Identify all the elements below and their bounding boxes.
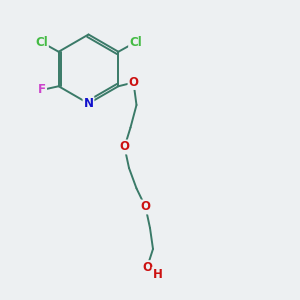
Text: O: O (142, 261, 152, 274)
Text: O: O (119, 140, 130, 154)
Text: N: N (83, 97, 94, 110)
Text: Cl: Cl (129, 36, 142, 49)
Text: Cl: Cl (35, 36, 48, 49)
Text: F: F (38, 83, 46, 96)
Text: O: O (140, 200, 151, 214)
Text: H: H (153, 268, 162, 281)
Text: O: O (128, 76, 139, 89)
